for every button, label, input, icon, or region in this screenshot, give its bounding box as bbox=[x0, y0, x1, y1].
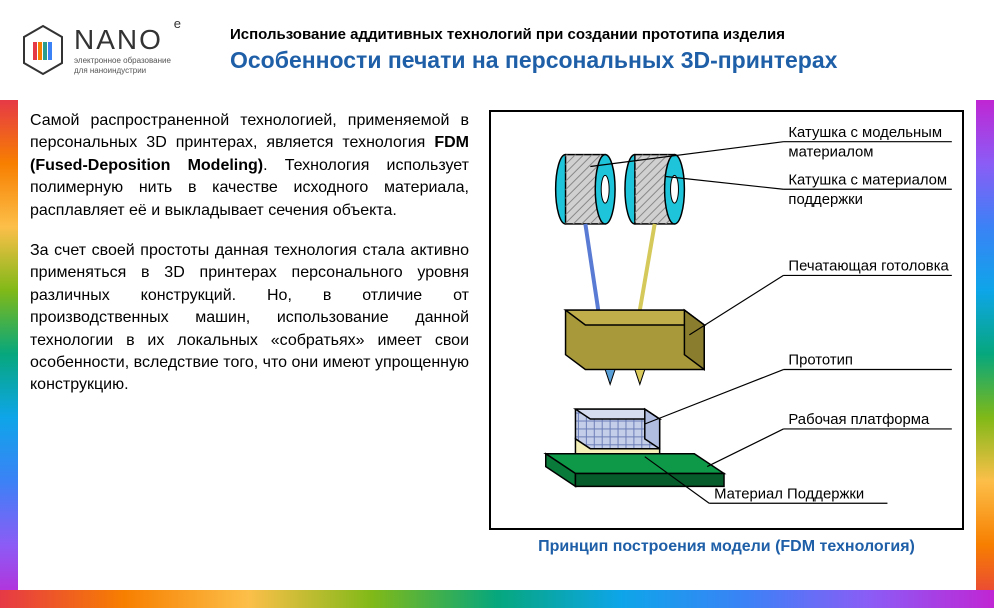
label-model-spool: Катушка с модельным bbox=[788, 125, 942, 141]
fdm-diagram: Катушка с модельным материалом Катушка с… bbox=[489, 110, 964, 530]
label-prototype: Прототип bbox=[788, 353, 853, 369]
paragraph-2: За счет своей простоты данная технология… bbox=[30, 240, 469, 397]
page-subtitle: Использование аддитивных технологий при … bbox=[230, 26, 974, 43]
header: NANO e электронное образование для нанои… bbox=[0, 0, 994, 100]
logo-hexagon-icon bbox=[20, 24, 66, 76]
logo-brand: NANO bbox=[74, 24, 163, 55]
diagram-column: Катушка с модельным материалом Катушка с… bbox=[489, 110, 964, 578]
label-platform: Рабочая платформа bbox=[788, 412, 930, 428]
diagram-caption: Принцип построения модели (FDM технологи… bbox=[489, 538, 964, 556]
svg-text:поддержки: поддержки bbox=[788, 192, 863, 208]
logo: NANO e электронное образование для нанои… bbox=[20, 24, 210, 76]
paragraph-1: Самой распространенной технологией, прим… bbox=[30, 110, 469, 222]
label-printhead: Печатающая готоловка bbox=[788, 258, 949, 274]
page-title: Особенности печати на персональных 3D-пр… bbox=[230, 47, 974, 74]
text-column: Самой распространенной технологией, прим… bbox=[30, 110, 469, 578]
label-support-spool: Катушка с материалом bbox=[788, 172, 947, 188]
label-support-material: Материал Поддержки bbox=[714, 486, 864, 502]
logo-e: e bbox=[174, 16, 181, 31]
logo-sub1: электронное образование bbox=[74, 56, 171, 66]
svg-text:материалом: материалом bbox=[788, 145, 873, 161]
content: Самой распространенной технологией, прим… bbox=[30, 110, 964, 578]
logo-sub2: для наноиндустрии bbox=[74, 66, 171, 76]
